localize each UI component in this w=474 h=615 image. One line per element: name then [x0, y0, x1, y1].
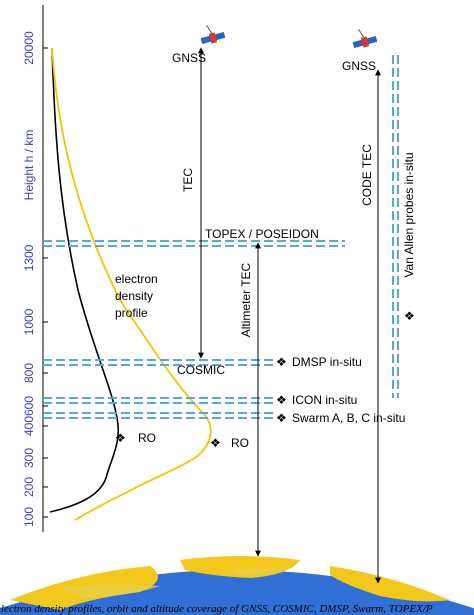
figure-caption: electron density profiles, orbit and alt… — [0, 603, 433, 615]
electron-density-profile-label-line2: density — [115, 289, 153, 303]
gnss-satellite-left-icon — [200, 24, 226, 45]
electron-density-profile-label-line1: electron — [115, 272, 158, 286]
electron-density-profile-yellow — [51, 47, 212, 521]
measurement-arrows — [198, 47, 381, 584]
earth-surface — [0, 556, 474, 615]
y-axis: 20000 1300 1000 800 600 400 300 200 100 … — [22, 5, 48, 532]
altimeter-tec-label: Altimeter TEC — [239, 262, 253, 337]
tec-label: TEC — [181, 168, 195, 192]
y-tick-label: 600 — [22, 396, 36, 416]
icon-marker: ❖ — [276, 393, 287, 407]
swarm-marker: ❖ — [276, 411, 287, 425]
van-allen-coverage — [392, 55, 399, 398]
y-tick-label: 800 — [22, 363, 36, 383]
gnss-right-label: GNSS — [342, 59, 376, 73]
ro-right-marker: ❖ — [210, 436, 221, 450]
van-allen-marker: ❖ — [404, 309, 415, 323]
dmsp-marker: ❖ — [276, 355, 287, 369]
electron-density-profile-black — [49, 47, 120, 513]
electron-density-profile-label-line3: profile — [115, 306, 148, 320]
cosmic-label: COSMIC — [177, 363, 225, 377]
ro-right-label: RO — [231, 436, 249, 450]
y-axis-ticks — [43, 47, 48, 518]
y-axis-title: Height h / km — [22, 130, 36, 201]
van-allen-label: Van Allen probes in-situ — [402, 152, 416, 277]
y-tick-label: 400 — [22, 416, 36, 436]
ro-left-marker: ❖ — [115, 431, 126, 445]
y-tick-label: 1000 — [22, 308, 36, 335]
dmsp-label: DMSP in-situ — [292, 355, 362, 369]
y-tick-label: 300 — [22, 448, 36, 468]
code-tec-label: CODE TEC — [360, 144, 374, 206]
y-tick-labels: 20000 1300 1000 800 600 400 300 200 100 — [22, 31, 36, 527]
y-tick-label: 20000 — [22, 31, 36, 65]
coverage-lines — [43, 240, 345, 419]
y-tick-label: 1300 — [22, 244, 36, 271]
icon-label: ICON in-situ — [292, 393, 357, 407]
y-tick-label: 100 — [22, 507, 36, 527]
ro-left-label: RO — [138, 431, 156, 445]
swarm-label: Swarm A, B, C in-situ — [292, 411, 405, 425]
y-tick-label: 200 — [22, 477, 36, 497]
topex-label: TOPEX / POSEIDON — [205, 227, 319, 241]
gnss-left-label: GNSS — [172, 51, 206, 65]
gnss-satellite-right-icon — [352, 28, 378, 49]
